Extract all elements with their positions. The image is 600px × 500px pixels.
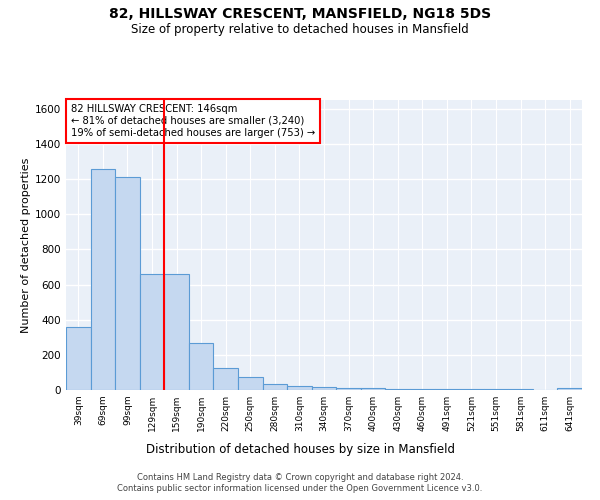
Text: Contains public sector information licensed under the Open Government Licence v3: Contains public sector information licen… xyxy=(118,484,482,493)
Bar xyxy=(140,274,164,390)
Bar xyxy=(164,274,189,390)
Bar xyxy=(66,326,91,390)
Bar xyxy=(336,388,361,390)
Bar xyxy=(214,368,238,390)
Bar xyxy=(312,388,336,390)
Bar xyxy=(557,388,582,390)
Text: Contains HM Land Registry data © Crown copyright and database right 2024.: Contains HM Land Registry data © Crown c… xyxy=(137,472,463,482)
Text: 82, HILLSWAY CRESCENT, MANSFIELD, NG18 5DS: 82, HILLSWAY CRESCENT, MANSFIELD, NG18 5… xyxy=(109,8,491,22)
Bar xyxy=(434,389,459,390)
Bar xyxy=(459,389,484,390)
Bar xyxy=(287,386,312,390)
Bar xyxy=(91,170,115,390)
Y-axis label: Number of detached properties: Number of detached properties xyxy=(21,158,31,332)
Bar xyxy=(238,377,263,390)
Text: Size of property relative to detached houses in Mansfield: Size of property relative to detached ho… xyxy=(131,22,469,36)
Bar xyxy=(410,388,434,390)
Bar xyxy=(361,388,385,390)
Bar xyxy=(189,344,214,390)
Bar xyxy=(115,178,140,390)
Bar xyxy=(263,384,287,390)
Text: Distribution of detached houses by size in Mansfield: Distribution of detached houses by size … xyxy=(146,442,455,456)
Bar xyxy=(385,388,410,390)
Text: 82 HILLSWAY CRESCENT: 146sqm
← 81% of detached houses are smaller (3,240)
19% of: 82 HILLSWAY CRESCENT: 146sqm ← 81% of de… xyxy=(71,104,316,138)
